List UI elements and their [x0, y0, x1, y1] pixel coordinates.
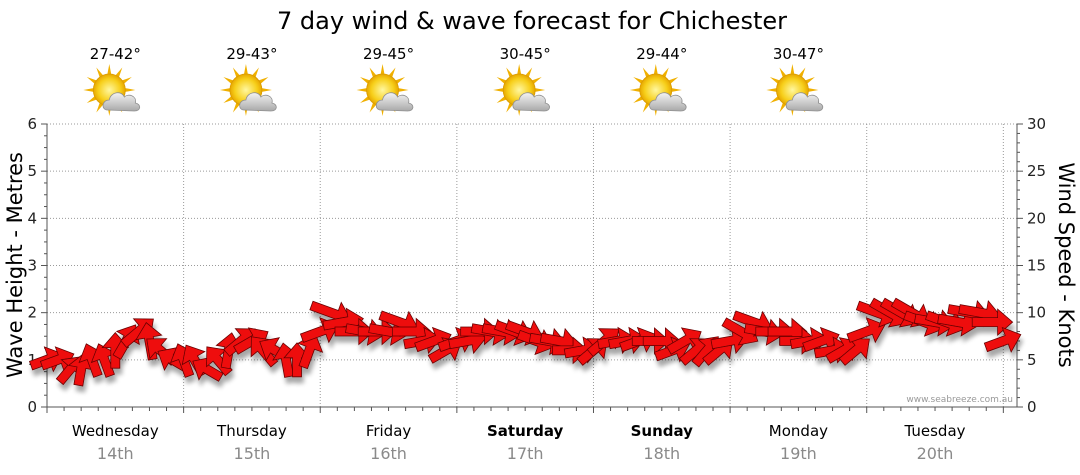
day-date: 18th [643, 444, 680, 463]
sun-cloud-icon [629, 64, 687, 116]
temp-range: 27-42° [90, 45, 141, 63]
temp-range: 29-45° [363, 45, 414, 63]
weather-row: 27-42° 29-43° 29-45° 30-45° 29-44° 30-47° [83, 45, 824, 116]
y-right-tick-label: 10 [1027, 304, 1046, 322]
sun-cloud-icon [766, 64, 824, 116]
watermark: www.seabreeze.com.au [906, 395, 1013, 405]
wind-arrow [983, 326, 1022, 353]
sun-cloud-icon [219, 64, 277, 116]
y-axis-right-title: Wind Speed - Knots [1054, 162, 1078, 367]
day-date: 19th [780, 444, 817, 463]
y-left-tick-label: 6 [27, 115, 37, 133]
day-name: Thursday [216, 422, 287, 440]
wind-arrows [28, 297, 1022, 387]
y-left-tick-label: 2 [27, 304, 37, 322]
y-left-tick-label: 4 [27, 209, 37, 227]
day-date: 16th [370, 444, 407, 463]
wind-arrow [283, 342, 311, 378]
axes: 0 1 2 3 4 5 6 0 5 10 15 20 25 30 [27, 115, 1046, 416]
temp-range: 29-44° [636, 45, 687, 63]
day-date: 15th [234, 444, 271, 463]
y-left-tick-label: 1 [27, 351, 37, 369]
y-right-tick-label: 30 [1027, 115, 1046, 133]
temp-range: 30-47° [773, 45, 824, 63]
day-name: Friday [366, 422, 412, 440]
day-name: Saturday [487, 422, 564, 440]
sun-cloud-icon [83, 64, 141, 116]
day-name: Wednesday [72, 422, 159, 440]
day-name: Sunday [631, 422, 694, 440]
y-axis-left-title: Wave Height - Metres [3, 152, 27, 378]
y-left-tick-label: 3 [27, 257, 37, 275]
temp-range: 29-43° [226, 45, 277, 63]
y-right-tick-label: 5 [1027, 351, 1037, 369]
sun-cloud-icon [493, 64, 550, 116]
y-left-tick-label: 0 [27, 398, 37, 416]
grid [47, 123, 1017, 407]
day-date: 14th [97, 444, 134, 463]
wind-arrow [846, 317, 886, 344]
y-right-tick-label: 0 [1027, 398, 1037, 416]
day-name: Tuesday [904, 422, 966, 440]
wind-arrow [838, 338, 870, 366]
chart-title: 7 day wind & wave forecast for Chicheste… [277, 7, 787, 35]
day-date: 17th [507, 444, 544, 463]
y-right-tick-label: 20 [1027, 209, 1046, 227]
wind-arrow [90, 343, 117, 378]
day-date: 20th [917, 444, 954, 463]
y-left-tick-label: 5 [27, 162, 37, 180]
y-right-tick-label: 15 [1027, 257, 1046, 275]
day-labels: Wednesday 14th Thursday 15th Friday 16th Satur… [72, 422, 966, 463]
y-right-tick-label: 25 [1027, 162, 1046, 180]
day-name: Monday [769, 422, 828, 440]
temp-range: 30-45° [500, 45, 551, 63]
wind-arrow [192, 356, 224, 382]
sun-cloud-icon [356, 64, 414, 116]
